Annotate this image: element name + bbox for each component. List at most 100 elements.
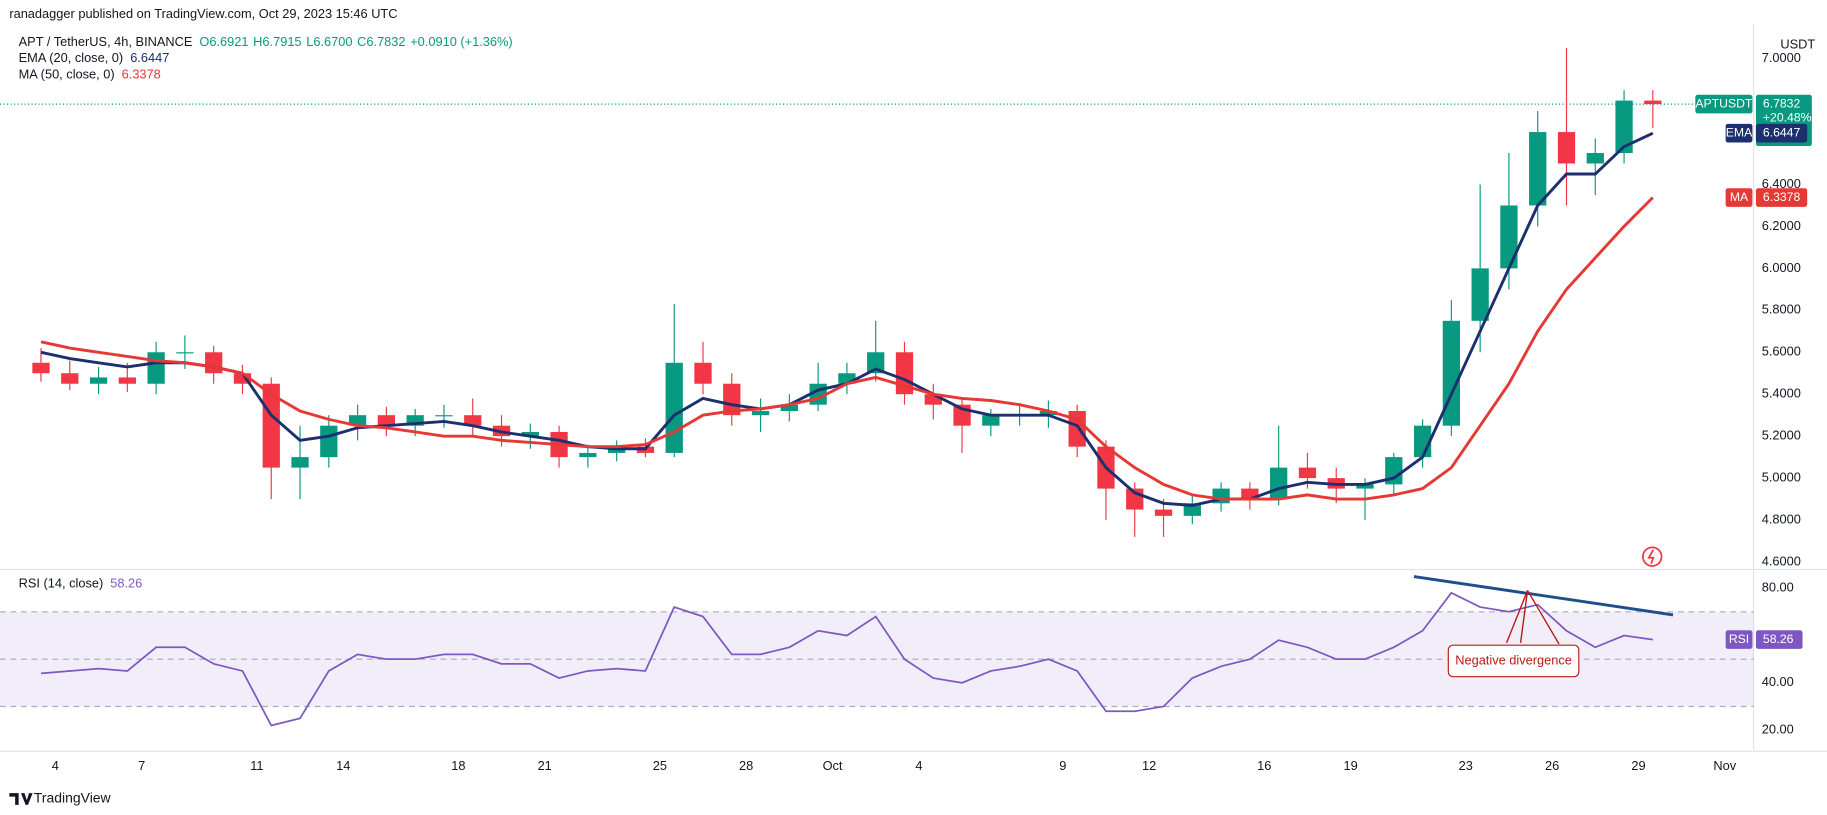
overlay-line xyxy=(40,196,1654,501)
divergence-annotation: Negative divergence xyxy=(1447,590,1580,678)
tag-label-box xyxy=(1725,123,1753,143)
candle-body xyxy=(176,352,194,354)
x-tick-label: 4 xyxy=(52,758,59,773)
rsi-tick-label: 20.00 xyxy=(1762,722,1794,737)
candle-body xyxy=(32,362,50,374)
y-tick-label: 5.0000 xyxy=(1762,470,1801,485)
candle-body xyxy=(233,373,252,384)
candle-body xyxy=(61,373,79,384)
candle-body xyxy=(464,415,482,426)
x-tick-label: Oct xyxy=(823,758,843,773)
x-tick-label: 14 xyxy=(336,758,350,773)
candle-body xyxy=(723,383,741,416)
candle-body xyxy=(1586,153,1604,164)
candle-body xyxy=(1039,410,1058,416)
overlay-value: 6.3378 xyxy=(122,67,161,82)
footer: TradingView xyxy=(9,790,112,806)
candle-body xyxy=(1298,467,1317,479)
rsi-tick-label: 80.00 xyxy=(1762,580,1794,595)
overlay-legend: MA (50, close, 0) 6.3378 xyxy=(19,67,161,82)
candle-body xyxy=(1644,100,1662,105)
candle-body xyxy=(1615,100,1633,154)
tag-label: MA xyxy=(1730,190,1749,204)
candle-body xyxy=(1270,467,1288,500)
candle-body xyxy=(147,352,165,384)
tag-value: 6.6447 xyxy=(1763,125,1801,139)
x-tick-label: 28 xyxy=(739,758,753,773)
rsi-name: RSI (14, close) xyxy=(19,576,104,591)
overlay-name: MA (50, close, 0) xyxy=(19,67,115,82)
candle-body xyxy=(694,362,712,384)
candle-body xyxy=(1529,132,1547,206)
tag-label: APTUSDT xyxy=(1695,96,1753,110)
candle-body xyxy=(924,394,942,405)
overlay-name: EMA (20, close, 0) xyxy=(19,51,124,66)
candle-body xyxy=(982,415,1000,426)
candle-body xyxy=(521,431,539,437)
overlay-value: 6.6447 xyxy=(130,51,169,66)
y-tick-label: 4.8000 xyxy=(1762,511,1801,526)
y-tick-label: 5.6000 xyxy=(1762,344,1801,359)
candle-body xyxy=(1068,410,1086,447)
ohlc: L6.6700 xyxy=(306,34,352,49)
y-tick-label: 5.4000 xyxy=(1762,386,1801,401)
candle-body xyxy=(205,352,223,374)
candle-body xyxy=(377,415,396,426)
candle-body xyxy=(1241,488,1259,500)
icon xyxy=(1642,546,1663,567)
x-tick-label: 9 xyxy=(1059,758,1066,773)
icon xyxy=(1647,549,1655,564)
price-pane xyxy=(0,48,1754,537)
divergence-marker xyxy=(1526,590,1560,645)
candle-body xyxy=(348,415,367,426)
x-tick-label: 11 xyxy=(250,758,263,773)
tag-value: 58.26 xyxy=(1763,632,1794,646)
candle-body xyxy=(406,415,424,426)
x-tick-label: 7 xyxy=(138,758,145,773)
rsi-trendline xyxy=(1413,575,1674,617)
candle-body xyxy=(435,415,453,417)
x-tick-label: 12 xyxy=(1142,758,1156,773)
symbol: APT / TetherUS, 4h, BINANCE xyxy=(19,34,193,49)
annotation-text: Negative divergence xyxy=(1455,652,1572,667)
candle-body xyxy=(118,377,136,384)
tag-label-box xyxy=(1725,188,1753,207)
replay-icon xyxy=(1642,546,1663,567)
candle-body xyxy=(89,377,108,384)
x-tick-label: 21 xyxy=(538,758,552,773)
x-tick-label: Nov xyxy=(1713,758,1736,773)
rsi-line xyxy=(40,591,1653,727)
candle-body xyxy=(867,352,885,374)
overlay-legend: EMA (20, close, 0) 6.6447 xyxy=(19,51,170,66)
tag-value-box xyxy=(1755,123,1808,143)
candle-body xyxy=(665,362,683,453)
candle-body xyxy=(1471,268,1489,321)
y-tick-label: 6.4000 xyxy=(1762,176,1801,191)
x-tick-label: 18 xyxy=(451,758,465,773)
tag-label-box xyxy=(1695,94,1753,114)
tag-label: EMA xyxy=(1726,125,1753,139)
tag-value: +20.48% xyxy=(1763,110,1812,124)
candle-body xyxy=(262,383,280,468)
tag-value-box xyxy=(1755,188,1808,207)
publisher: ranadagger published on TradingView.com,… xyxy=(9,6,397,21)
rsi-tick-label: 40.00 xyxy=(1762,674,1794,689)
candle-body xyxy=(751,410,770,416)
ohlc: C6.7832 xyxy=(357,34,405,49)
logo xyxy=(9,793,33,805)
tag-label: RSI xyxy=(1729,632,1749,646)
y-tick-label: 6.2000 xyxy=(1762,218,1801,233)
annotation-box xyxy=(1447,644,1580,678)
candle-body xyxy=(1500,205,1518,269)
candle-body xyxy=(320,425,338,458)
ohlc: +0.0910 (+1.36%) xyxy=(410,34,512,49)
tag-value: 6.3378 xyxy=(1763,190,1801,204)
y-axis-label: USDT xyxy=(1780,37,1815,52)
ohlc: O6.6921 xyxy=(199,34,248,49)
ohlc: H6.7915 xyxy=(253,34,301,49)
candle-body xyxy=(1356,484,1374,489)
x-tick-label: 23 xyxy=(1459,758,1473,773)
tag-label-box xyxy=(1725,630,1753,649)
